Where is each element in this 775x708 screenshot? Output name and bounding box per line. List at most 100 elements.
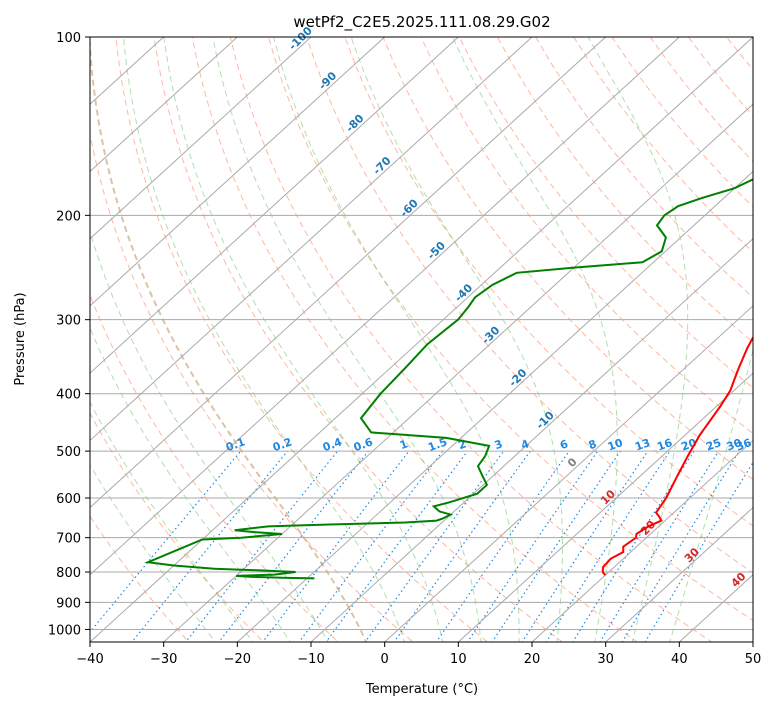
- dry-adiabat: [420, 37, 753, 435]
- x-tick-label: 0: [381, 652, 389, 667]
- isotherm: [310, 238, 753, 642]
- x-tick-label: −20: [224, 652, 251, 667]
- dry-adiabat: [153, 37, 564, 642]
- mixing-ratio-label: 6: [558, 437, 570, 452]
- sounding-trace: [144, 178, 753, 580]
- mixing-ratio-label: 0.2: [271, 435, 294, 454]
- moist-adiabat: [669, 347, 753, 642]
- isotherm-label: 20: [638, 518, 658, 538]
- mixing-ratio-label: 16: [655, 436, 674, 454]
- mixing-ratio-line: [298, 450, 444, 642]
- x-axis-label: Temperature (°C): [365, 682, 478, 697]
- y-tick-label: 800: [56, 566, 81, 581]
- mixing-ratio-label: 3: [493, 437, 505, 452]
- y-tick-label: 1000: [48, 623, 81, 638]
- isotherm-label: -70: [370, 154, 393, 177]
- y-tick-label: 400: [56, 388, 81, 403]
- dry-adiabat: [90, 293, 339, 642]
- isotherm-label: -20: [506, 366, 529, 389]
- y-tick-label: 500: [56, 445, 81, 460]
- dry-adiabat: [306, 37, 753, 574]
- mixing-ratio-line: [521, 450, 649, 642]
- isotherm: [236, 170, 753, 642]
- dry-adiabat: [229, 37, 713, 642]
- dry-adiabat: [687, 37, 753, 117]
- chart-title: wetPf2_C2E5.2025.111.08.29.G02: [293, 13, 550, 32]
- isotherm: [90, 37, 460, 374]
- isotherm-label: 30: [682, 545, 702, 565]
- dry-adiabat: [458, 37, 753, 389]
- isotherm: [604, 506, 753, 642]
- mixing-ratio-label: 36: [734, 436, 753, 454]
- mixing-ratio-label: 10: [606, 436, 625, 454]
- mixing-ratio-label: 25: [704, 436, 723, 453]
- x-tick-label: 10: [450, 652, 467, 667]
- mixing-ratio-label: 30: [725, 436, 744, 454]
- traces-layer: [144, 178, 753, 580]
- y-tick-label: 100: [56, 31, 81, 46]
- isotherm: [531, 439, 753, 642]
- mixing-ratio-label: 4: [519, 437, 531, 452]
- moist-adiabat: [163, 37, 444, 642]
- isotherm: [90, 37, 533, 442]
- isotherm: [90, 37, 753, 642]
- isotherm: [162, 103, 753, 642]
- isotherm-label: -80: [343, 111, 366, 134]
- y-tick-label: 200: [56, 209, 81, 224]
- isotherm: [457, 372, 753, 642]
- isotherm-label: -10: [534, 408, 557, 431]
- mixing-ratio-line: [364, 450, 505, 642]
- dry-adiabat: [765, 37, 775, 654]
- axes-layer: −40 −30 −20 −10 0 10 20 30 40 5010020030040050060…: [48, 31, 761, 667]
- moist-adiabat: [90, 401, 254, 642]
- y-axis-label: Pressure (hPa): [13, 292, 28, 385]
- plot-frame: [89, 36, 754, 643]
- y-tick-label: 300: [56, 314, 81, 329]
- isotherm-label: -60: [398, 196, 421, 219]
- mixing-ratio-line: [466, 450, 599, 642]
- mixing-ratio-label: 0.6: [352, 435, 375, 454]
- mixing-ratio-label: 0.4: [321, 435, 344, 454]
- moist-adiabat: [452, 37, 618, 642]
- dry-adiabat: [726, 37, 753, 71]
- x-tick-label: −40: [76, 652, 103, 667]
- y-tick-label: 600: [56, 492, 81, 507]
- dry-adiabat: [573, 37, 753, 253]
- mixing-ratio-line: [393, 450, 531, 642]
- isotherm-label: 0: [565, 455, 580, 470]
- sounding-trace: [601, 335, 753, 576]
- isotherm-label: -90: [316, 69, 339, 92]
- moist-adiabat: [587, 37, 689, 642]
- mixing-ratio-label: 0.1: [224, 435, 247, 454]
- isotherm-label: -50: [425, 239, 448, 262]
- x-tick-label: −30: [150, 652, 177, 667]
- moist-adiabat: [273, 37, 520, 642]
- dry-adiabat: [191, 37, 638, 642]
- mixing-ratio-label: 1.5: [426, 435, 449, 454]
- dry-adiabat: [382, 37, 753, 481]
- mixing-ratio-label: 8: [587, 437, 599, 452]
- x-tick-label: −10: [297, 652, 324, 667]
- isotherm: [90, 37, 386, 307]
- mixing-ratio-label: 2: [456, 437, 468, 452]
- isotherm: [383, 305, 753, 642]
- x-tick-label: 30: [597, 652, 614, 667]
- isotherm-label: -30: [479, 324, 502, 347]
- mixing-ratio-line: [90, 450, 242, 634]
- mixing-ratio-line: [218, 450, 369, 642]
- mixing-ratio-line: [435, 450, 570, 642]
- mixing-ratio-label: 1: [398, 437, 410, 452]
- isotherm: [90, 37, 607, 509]
- isotherm: [90, 37, 239, 173]
- background-lines-layer: [90, 37, 775, 654]
- mixing-ratio-label: 13: [633, 436, 652, 453]
- isotherm: [678, 574, 753, 642]
- x-tick-label: 40: [671, 652, 688, 667]
- dry-adiabat: [535, 37, 753, 298]
- x-tick-label: 20: [524, 652, 541, 667]
- mixing-ratio-label: 20: [679, 436, 698, 454]
- x-tick-label: 50: [745, 652, 762, 667]
- moist-adiabat: [123, 37, 406, 642]
- isotherm: [90, 37, 681, 576]
